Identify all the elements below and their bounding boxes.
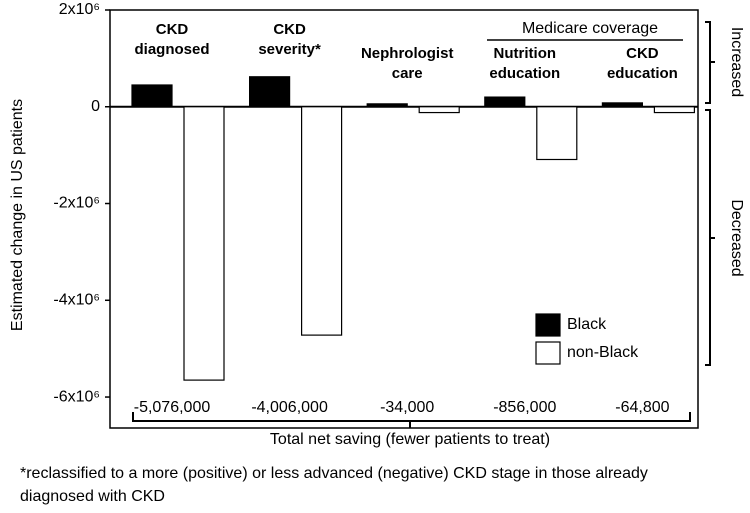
net-saving-value: -64,800 xyxy=(615,399,669,416)
y-tick-label: -4x10⁶ xyxy=(53,291,100,308)
net-saving-value: -34,000 xyxy=(380,399,434,416)
side-label: Decreased xyxy=(728,199,745,276)
bar xyxy=(418,106,460,114)
bar xyxy=(601,102,644,108)
y-axis-label: Estimated change in US patients xyxy=(9,99,26,331)
bar xyxy=(301,106,343,336)
category-label: CKD diagnosed xyxy=(134,21,210,58)
legend-swatch xyxy=(535,341,561,365)
bar xyxy=(653,106,696,114)
net-saving-bracket xyxy=(132,412,691,428)
category-label: Nephrologist care xyxy=(360,45,454,82)
net-saving-value: -856,000 xyxy=(493,399,556,416)
legend-swatch xyxy=(535,313,561,337)
bar xyxy=(366,103,408,108)
footnote: *reclassified to a more (positive) or le… xyxy=(20,465,648,505)
group-label: Medicare coverage xyxy=(522,20,658,37)
net-saving-label: Total net saving (fewer patients to trea… xyxy=(270,431,550,448)
bar xyxy=(183,106,225,381)
y-tick-label: 2x10⁶ xyxy=(59,1,100,18)
increase-bracket xyxy=(705,21,715,104)
plot-frame xyxy=(109,9,699,429)
side-label: Increased xyxy=(728,27,745,97)
y-tick-label: -6x10⁶ xyxy=(53,388,100,405)
bar xyxy=(536,106,578,161)
bar xyxy=(131,84,173,108)
bar xyxy=(484,96,526,108)
y-tick-label: -2x10⁶ xyxy=(53,195,100,212)
net-saving-value: -5,076,000 xyxy=(134,399,211,416)
category-label: CKD education xyxy=(606,45,678,82)
category-label: CKD severity* xyxy=(258,21,321,58)
net-saving-value: -4,006,000 xyxy=(251,399,328,416)
bar xyxy=(249,76,291,108)
category-label: Nutrition education xyxy=(489,45,561,82)
decrease-bracket xyxy=(705,109,715,366)
legend-label: Black xyxy=(567,316,607,333)
y-tick-label: 0 xyxy=(91,98,100,115)
legend-label: non-Black xyxy=(567,344,639,361)
